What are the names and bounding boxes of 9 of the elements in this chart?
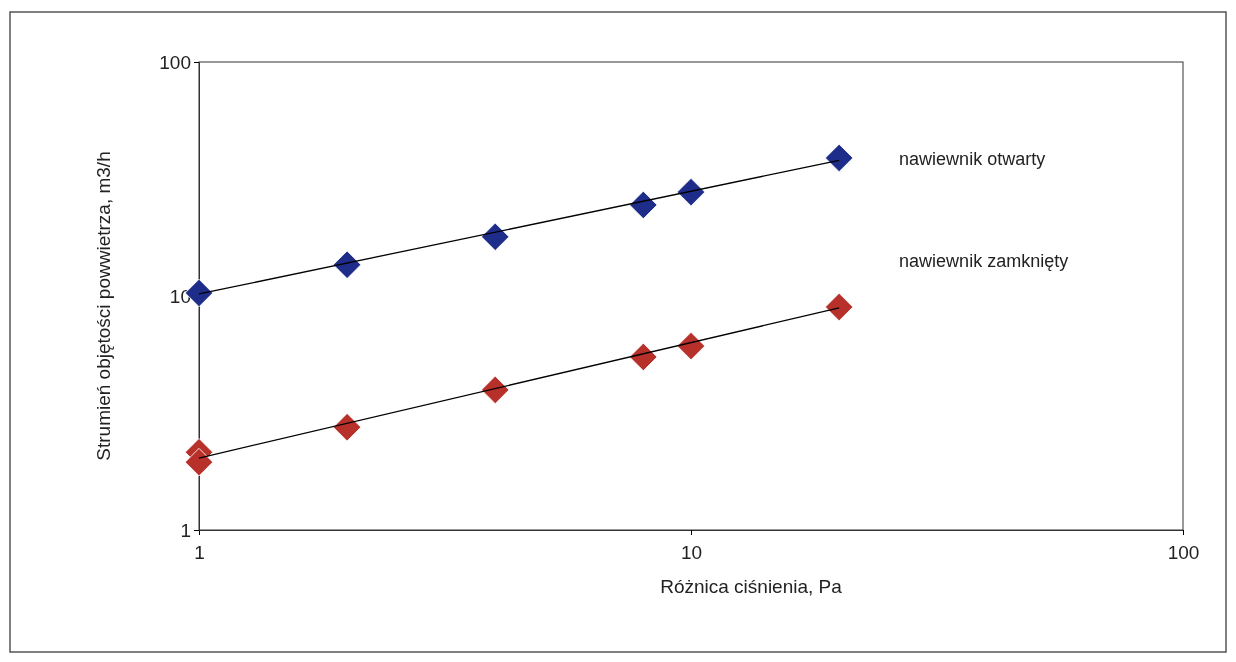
y-axis-title: Strumień objętości powwietrza, m3/h: [93, 151, 114, 461]
y-tick-label: 100: [159, 51, 191, 73]
x-tick-label: 10: [680, 541, 703, 563]
x-tick-label: 100: [1167, 541, 1200, 563]
x-tick-label: 1: [194, 541, 205, 563]
text: nawiewnik otwarty: [899, 148, 1046, 169]
y-tick-label: 1: [180, 519, 191, 541]
x-axis-title: Różnica ciśnienia, Pa: [660, 576, 843, 597]
text: nawiewnik zamknięty: [899, 251, 1069, 272]
